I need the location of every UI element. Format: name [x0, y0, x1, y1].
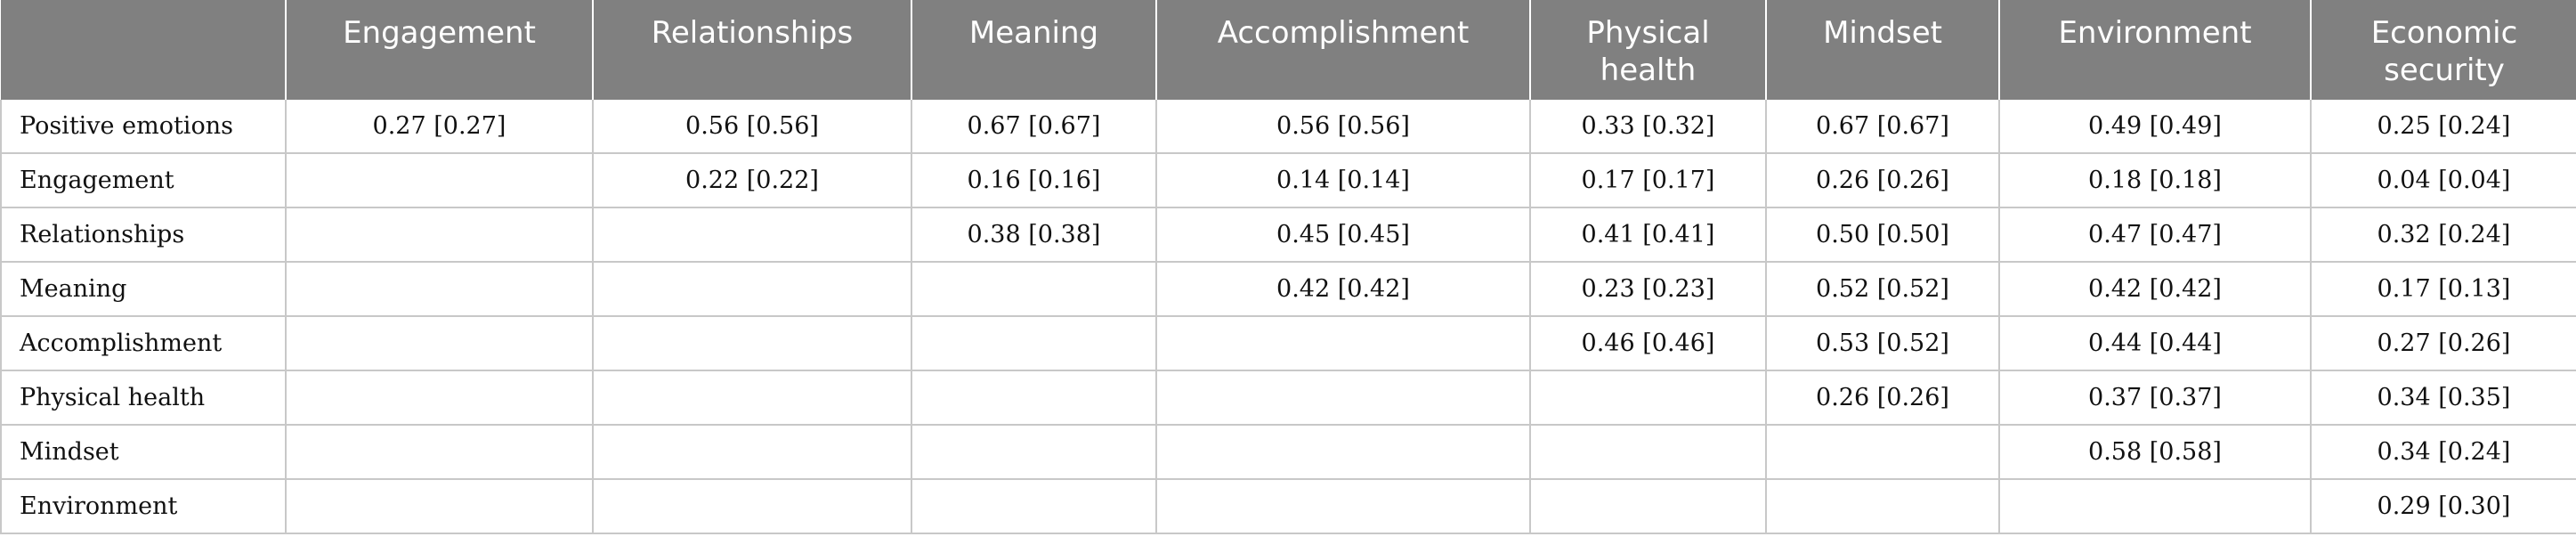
table-body: Positive emotions 0.27 [0.27] 0.56 [0.56] 0…: [0, 100, 2576, 534]
table-cell: 0.22 [0.22]: [593, 153, 912, 208]
table-cell: [286, 370, 594, 426]
table-cell: [911, 425, 1157, 480]
row-label: Environment: [0, 479, 287, 534]
table-row: Accomplishment 0.46 [0.46] 0.53 [0.52] 0.44…: [0, 316, 2576, 371]
table-cell: [286, 153, 594, 208]
row-label: Mindset: [0, 425, 287, 480]
table-cell: 0.32 [0.24]: [2311, 207, 2576, 263]
table-cell: 0.42 [0.42]: [1999, 262, 2312, 317]
table-cell: [911, 262, 1157, 317]
row-label: Relationships: [0, 207, 287, 263]
table-cell: 0.44 [0.44]: [1999, 316, 2312, 371]
table-cell: 0.26 [0.26]: [1766, 370, 2000, 426]
table-cell: 0.17 [0.13]: [2311, 262, 2576, 317]
table-cell: 0.33 [0.32]: [1530, 100, 1767, 154]
table-cell: 0.58 [0.58]: [1999, 425, 2312, 480]
table-cell: 0.29 [0.30]: [2311, 479, 2576, 534]
table-cell: 0.04 [0.04]: [2311, 153, 2576, 208]
table-cell: [593, 262, 912, 317]
correlation-table: Engagement Relationships Meaning Accompl…: [0, 0, 2576, 534]
table-cell: 0.50 [0.50]: [1766, 207, 2000, 263]
table-cell: [593, 479, 912, 534]
table-cell: 0.27 [0.27]: [286, 100, 594, 154]
table-cell: [286, 479, 594, 534]
table-cell: [911, 316, 1157, 371]
table-row: Meaning 0.42 [0.42] 0.23 [0.23] 0.52 [0.52]…: [0, 262, 2576, 317]
header-cell-meaning: Meaning: [911, 0, 1157, 100]
table-cell: 0.52 [0.52]: [1766, 262, 2000, 317]
header-cell-environment: Environment: [1999, 0, 2312, 100]
table-cell: 0.49 [0.49]: [1999, 100, 2312, 154]
header-cell-engagement: Engagement: [286, 0, 594, 100]
table-cell: 0.27 [0.26]: [2311, 316, 2576, 371]
row-label: Accomplishment: [0, 316, 287, 371]
table-cell: 0.56 [0.56]: [593, 100, 912, 154]
table-cell: [1156, 479, 1531, 534]
table-row: Positive emotions 0.27 [0.27] 0.56 [0.56] 0…: [0, 100, 2576, 154]
table-cell: [593, 370, 912, 426]
table-cell: [286, 207, 594, 263]
table-cell: 0.41 [0.41]: [1530, 207, 1767, 263]
table-cell: 0.67 [0.67]: [1766, 100, 2000, 154]
table-cell: 0.26 [0.26]: [1766, 153, 2000, 208]
table-cell: [1530, 479, 1767, 534]
table-row: Relationships 0.38 [0.38] 0.45 [0.45] 0.41 …: [0, 207, 2576, 263]
table-cell: 0.18 [0.18]: [1999, 153, 2312, 208]
header-cell-physical-health: Physical health: [1530, 0, 1767, 100]
table-row: Environment 0.29 [0.30]: [0, 479, 2576, 534]
table-cell: 0.37 [0.37]: [1999, 370, 2312, 426]
table-row: Physical health 0.26 [0.26] 0.37 [0.37] 0.3…: [0, 370, 2576, 426]
table-cell: 0.45 [0.45]: [1156, 207, 1531, 263]
table-cell: [911, 370, 1157, 426]
table-cell: 0.23 [0.23]: [1530, 262, 1767, 317]
header-cell-accomplishment: Accomplishment: [1156, 0, 1531, 100]
table-cell: [593, 425, 912, 480]
row-label: Positive emotions: [0, 100, 287, 154]
table-cell: 0.53 [0.52]: [1766, 316, 2000, 371]
table-cell: 0.34 [0.35]: [2311, 370, 2576, 426]
table-cell: [286, 425, 594, 480]
header-cell-relationships: Relationships: [593, 0, 912, 100]
table-cell: [1766, 425, 2000, 480]
table-cell: 0.56 [0.56]: [1156, 100, 1531, 154]
table-cell: 0.42 [0.42]: [1156, 262, 1531, 317]
table-cell: 0.25 [0.24]: [2311, 100, 2576, 154]
header-cell-mindset: Mindset: [1766, 0, 2000, 100]
table-cell: [1766, 479, 2000, 534]
table-cell: [1530, 370, 1767, 426]
table-cell: 0.67 [0.67]: [911, 100, 1157, 154]
table-cell: [1156, 425, 1531, 480]
table-cell: 0.34 [0.24]: [2311, 425, 2576, 480]
table-cell: [1999, 479, 2312, 534]
table-cell: 0.16 [0.16]: [911, 153, 1157, 208]
table-cell: [1156, 370, 1531, 426]
table-cell: [1156, 316, 1531, 371]
table-cell: 0.47 [0.47]: [1999, 207, 2312, 263]
table-cell: 0.38 [0.38]: [911, 207, 1157, 263]
table-cell: [593, 207, 912, 263]
row-label: Engagement: [0, 153, 287, 208]
header-cell-economic-security: Economic security: [2311, 0, 2576, 100]
header-row: Engagement Relationships Meaning Accompl…: [1, 0, 2576, 100]
table-cell: 0.14 [0.14]: [1156, 153, 1531, 208]
table-cell: [1530, 425, 1767, 480]
table-cell: 0.46 [0.46]: [1530, 316, 1767, 371]
row-label: Physical health: [0, 370, 287, 426]
table-cell: [286, 262, 594, 317]
table-row: Engagement 0.22 [0.22] 0.16 [0.16] 0.14 [0.…: [0, 153, 2576, 208]
table-cell: [286, 316, 594, 371]
table-row: Mindset 0.58 [0.58] 0.34 [0.24]: [0, 425, 2576, 480]
table-cell: [911, 479, 1157, 534]
header-cell-corner: [1, 0, 287, 100]
table-cell: 0.17 [0.17]: [1530, 153, 1767, 208]
table-cell: [593, 316, 912, 371]
row-label: Meaning: [0, 262, 287, 317]
